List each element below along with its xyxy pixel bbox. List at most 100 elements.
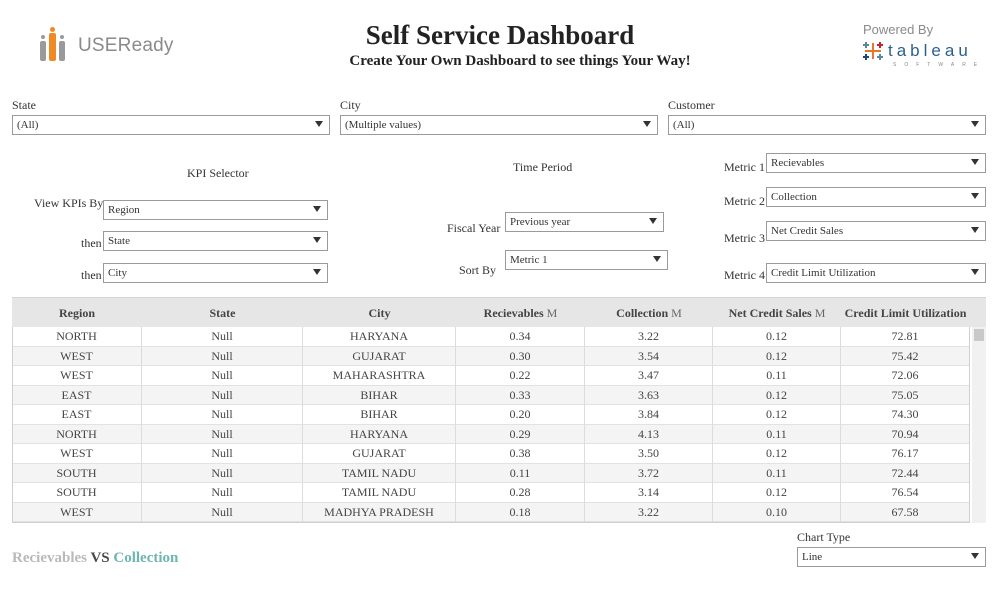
table-cell: BIHAR	[303, 385, 456, 405]
table-row[interactable]: NORTH Null HARYANA 0.29 4.13 0.11 70.94	[12, 424, 970, 444]
table-cell: 0.11	[713, 366, 841, 386]
customer-dropdown[interactable]: (All)	[668, 115, 986, 135]
sort-by-label: Sort By	[459, 263, 497, 277]
table-cell: 0.30	[456, 346, 585, 366]
table-row[interactable]: EAST Null BIHAR 0.20 3.84 0.12 74.30	[12, 405, 970, 425]
chevron-down-icon	[971, 227, 979, 233]
table-cell: 3.63	[585, 385, 713, 405]
table-cell: 4.13	[585, 424, 713, 444]
sort-by-dropdown[interactable]: Metric 1	[505, 250, 668, 270]
then-dropdown-2-value: City	[108, 267, 127, 279]
table-row[interactable]: WEST Null GUJARAT 0.38 3.50 0.12 76.17	[12, 444, 970, 464]
table-cell: BIHAR	[303, 405, 456, 425]
table-cell: 0.20	[456, 405, 585, 425]
table-cell: SOUTH	[12, 463, 142, 483]
column-header[interactable]: Region	[12, 298, 142, 328]
table-cell: 0.11	[456, 463, 585, 483]
metric-1-label: Metric 1	[724, 160, 765, 174]
table-cell: TAMIL NADU	[303, 483, 456, 503]
metric-3-label: Metric 3	[724, 231, 765, 245]
table-cell: 72.81	[841, 327, 970, 347]
chevron-down-icon	[649, 218, 657, 224]
city-dropdown[interactable]: (Multiple values)	[340, 115, 658, 135]
usercady-logo-icon	[38, 27, 72, 65]
column-header[interactable]: Collection M	[585, 298, 713, 328]
table-cell: 3.54	[585, 346, 713, 366]
column-header[interactable]: State	[142, 298, 303, 328]
state-dropdown[interactable]: (All)	[12, 115, 330, 135]
column-header[interactable]: Recievables M	[456, 298, 585, 328]
chevron-down-icon	[653, 256, 661, 262]
table-row[interactable]: SOUTH Null TAMIL NADU 0.11 3.72 0.11 72.44	[12, 463, 970, 483]
chevron-down-icon	[971, 553, 979, 559]
table-row[interactable]: WEST Null GUJARAT 0.30 3.54 0.12 75.42	[12, 346, 970, 366]
then-dropdown-1[interactable]: State	[103, 231, 328, 251]
table-cell: EAST	[12, 405, 142, 425]
powered-by-label: Powered By	[863, 22, 934, 37]
table-cell: 3.47	[585, 366, 713, 386]
chart-section-title: Recievables VS Collection	[12, 550, 178, 567]
table-cell: 0.12	[713, 405, 841, 425]
table-row[interactable]: SOUTH Null TAMIL NADU 0.28 3.14 0.12 76.54	[12, 483, 970, 503]
state-filter-label: State	[12, 98, 36, 112]
table-scrollbar[interactable]	[972, 327, 986, 523]
table-cell: 0.29	[456, 424, 585, 444]
chevron-down-icon	[971, 159, 979, 165]
then-dropdown-2[interactable]: City	[103, 263, 328, 283]
table-cell: 0.12	[713, 346, 841, 366]
table-cell: Null	[142, 463, 303, 483]
customer-filter-label: Customer	[668, 98, 715, 112]
tableau-wordmark: tableau	[888, 41, 972, 60]
customer-dropdown-value: (All)	[673, 119, 695, 131]
metric-2-dropdown[interactable]: Collection	[766, 187, 986, 207]
metric-4-dropdown[interactable]: Credit Limit Utilization	[766, 263, 986, 283]
table-row[interactable]: EAST Null BIHAR 0.33 3.63 0.12 75.05	[12, 385, 970, 405]
table-cell: WEST	[12, 444, 142, 464]
scrollbar-thumb[interactable]	[974, 329, 984, 341]
table-cell: 0.34	[456, 327, 585, 347]
column-header[interactable]: Net Credit Sales M	[713, 298, 841, 328]
table-cell: Null	[142, 424, 303, 444]
chart-type-dropdown[interactable]: Line	[797, 547, 986, 567]
time-period-title: Time Period	[513, 160, 573, 174]
column-header[interactable]: City	[303, 298, 456, 328]
chevron-down-icon	[971, 193, 979, 199]
chevron-down-icon	[971, 269, 979, 275]
fiscal-year-value: Previous year	[510, 216, 571, 228]
table-cell: MADHYA PRADESH	[303, 502, 456, 522]
table-cell: EAST	[12, 385, 142, 405]
column-unit: M	[671, 306, 682, 320]
metric-4-label: Metric 4	[724, 268, 765, 282]
table-cell: NORTH	[12, 327, 142, 347]
table-cell: 3.50	[585, 444, 713, 464]
table-row[interactable]: WEST Null MADHYA PRADESH 0.18 3.22 0.10 67.58	[12, 502, 970, 522]
column-header-label: City	[368, 306, 391, 320]
view-kpis-by-dropdown[interactable]: Region	[103, 200, 328, 220]
table-cell: 76.54	[841, 483, 970, 503]
table-row[interactable]: NORTH Null HARYANA 0.34 3.22 0.12 72.81	[12, 327, 970, 347]
table-cell: Null	[142, 346, 303, 366]
table-cell: 0.22	[456, 366, 585, 386]
chevron-down-icon	[313, 237, 321, 243]
column-header[interactable]: Credit Limit Utilization	[841, 298, 970, 328]
tableau-logo: tableau	[862, 40, 972, 62]
fiscal-year-dropdown[interactable]: Previous year	[505, 212, 664, 232]
column-header-label: Net Credit Sales	[728, 306, 812, 320]
column-unit: M	[814, 306, 826, 320]
table-cell: HARYANA	[303, 424, 456, 444]
table-cell: WEST	[12, 502, 142, 522]
then-label-1: then	[81, 236, 102, 250]
table-cell: 72.06	[841, 366, 970, 386]
table-row[interactable]: WEST Null MAHARASHTRA 0.22 3.47 0.11 72.06	[12, 366, 970, 386]
table-cell: SOUTH	[12, 483, 142, 503]
metric-3-dropdown[interactable]: Net Credit Sales	[766, 221, 986, 241]
table-cell: 0.12	[713, 385, 841, 405]
table-cell: 67.58	[841, 502, 970, 522]
table-cell: 0.18	[456, 502, 585, 522]
then-dropdown-1-value: State	[108, 235, 130, 247]
table-cell: 74.30	[841, 405, 970, 425]
metric-1-dropdown[interactable]: Recievables	[766, 153, 986, 173]
view-kpis-by-label: View KPIs By	[34, 196, 104, 210]
table-cell: 3.14	[585, 483, 713, 503]
recievables-title-part: Recievables	[12, 550, 87, 566]
